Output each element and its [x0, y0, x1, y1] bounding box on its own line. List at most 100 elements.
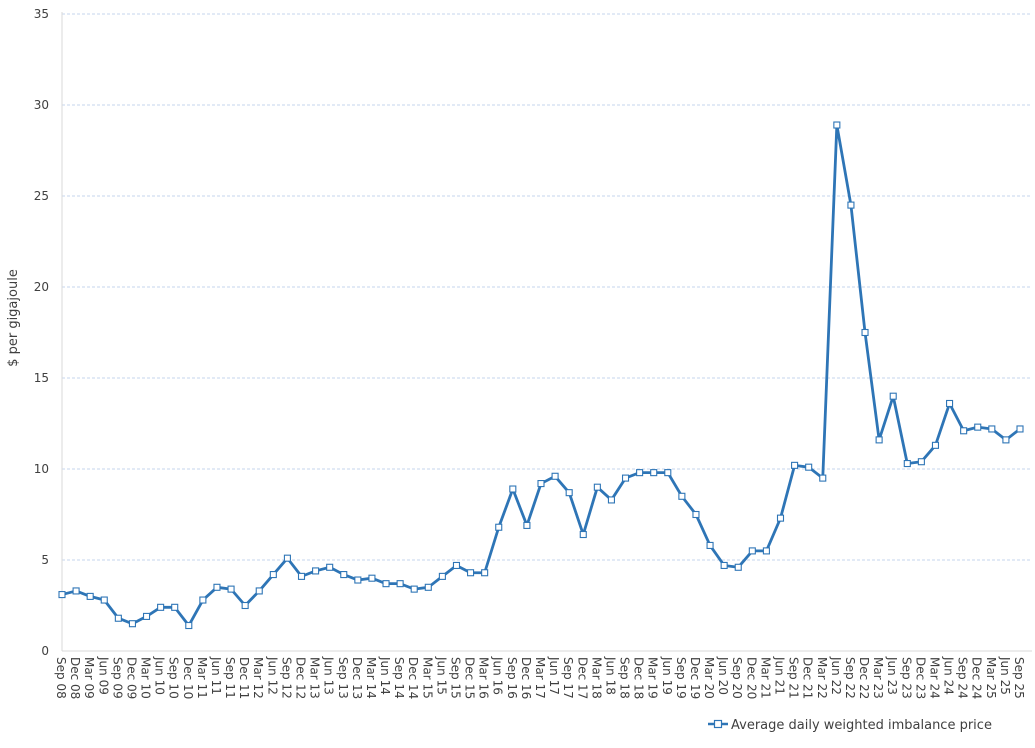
data-point: [607, 496, 615, 504]
y-tick-label: 15: [34, 371, 49, 385]
x-tick-label: Sep 22: [843, 657, 857, 699]
data-point: [720, 561, 728, 570]
x-tick-label: Mar 17: [533, 657, 547, 699]
data-point: [213, 583, 221, 591]
data-point: [340, 571, 348, 579]
x-tick-label: Sep 19: [674, 657, 688, 699]
x-tick-label: Jun 22: [829, 656, 843, 695]
data-point: [396, 580, 404, 588]
x-tick-label: Sep 14: [392, 657, 406, 699]
x-axis-tick-labels: Sep 08 Dec 08 Mar 09 Jun 09 Sep 09 Dec 09 Mar …: [54, 656, 1026, 699]
x-tick-label: Dec 22: [857, 657, 871, 699]
x-tick-label: Dec 08: [68, 657, 82, 699]
x-tick-label: Mar 10: [139, 657, 153, 699]
data-point: [889, 392, 897, 400]
x-tick-label: Sep 11: [223, 657, 237, 699]
y-axis-title: $ per gigajoule: [6, 269, 21, 367]
x-tick-label: Jun 12: [265, 656, 279, 695]
x-tick-label: Sep 09: [110, 657, 124, 699]
x-tick-label: Mar 25: [984, 657, 998, 699]
x-tick-label: Mar 21: [758, 657, 772, 699]
data-point: [438, 572, 446, 580]
x-tick-label: Sep 16: [505, 657, 519, 699]
data-point: [664, 469, 672, 477]
data-point: [114, 614, 122, 622]
y-tick-label: 20: [34, 280, 49, 294]
data-point: [565, 489, 573, 497]
x-tick-label: Mar 14: [364, 657, 378, 699]
data-point: [692, 510, 700, 519]
series-line: [60, 123, 1022, 627]
x-tick-label: Dec 23: [913, 657, 927, 699]
x-tick-label: Sep 18: [618, 657, 632, 699]
x-tick-label: Mar 19: [646, 657, 660, 699]
x-tick-label: Jun 19: [660, 656, 674, 695]
data-point: [157, 603, 165, 611]
legend-label: Average daily weighted imbalance price: [731, 718, 992, 733]
data-point: [467, 569, 475, 577]
x-tick-label: Sep 13: [336, 657, 350, 699]
data-point: [748, 547, 756, 555]
x-tick-label: Mar 12: [251, 657, 265, 699]
data-point: [579, 530, 587, 539]
x-tick-label: Mar 20: [702, 657, 716, 699]
x-tick-label: Sep 20: [730, 657, 744, 699]
y-tick-label: 5: [41, 553, 49, 567]
data-point: [833, 121, 841, 129]
data-point: [269, 571, 277, 579]
data-point: [551, 472, 559, 480]
data-point: [424, 583, 432, 591]
data-point: [185, 621, 193, 630]
data-point: [537, 480, 545, 488]
data-point: [678, 492, 686, 500]
x-tick-label: Sep 25: [1012, 657, 1026, 699]
data-point: [199, 596, 207, 604]
data-point: [819, 474, 827, 482]
x-tick-label: Dec 13: [350, 657, 364, 699]
data-point: [917, 458, 925, 466]
x-tick-label: Jun 10: [153, 656, 167, 695]
data-point: [171, 603, 179, 611]
data-point: [988, 425, 996, 433]
data-point: [326, 563, 334, 571]
x-tick-label: Dec 18: [632, 657, 646, 699]
x-tick-label: Jun 14: [378, 656, 392, 695]
data-point: [481, 569, 489, 577]
x-tick-label: Dec 20: [744, 657, 758, 699]
x-tick-label: Mar 13: [308, 657, 322, 699]
data-point: [58, 591, 66, 599]
series-average-daily-weighted-imbalance-price: [58, 121, 1024, 630]
x-tick-label: Jun 16: [491, 656, 505, 695]
x-tick-label: Sep 08: [54, 657, 68, 699]
y-tick-label: 0: [41, 644, 49, 658]
y-tick-label: 35: [34, 7, 49, 21]
x-tick-label: Jun 23: [885, 656, 899, 695]
data-point: [100, 596, 108, 604]
y-tick-label: 30: [34, 98, 49, 112]
y-tick-label: 25: [34, 189, 49, 203]
data-point: [960, 427, 968, 435]
data-point: [847, 201, 855, 209]
data-point: [142, 612, 151, 620]
data-point: [1016, 425, 1024, 433]
x-tick-label: Jun 21: [773, 656, 787, 695]
data-point: [72, 587, 80, 595]
data-point: [128, 620, 136, 628]
data-point: [931, 441, 940, 449]
data-point: [523, 521, 531, 529]
x-tick-label: Sep 21: [787, 657, 801, 699]
data-point: [368, 574, 376, 582]
x-tick-label: Sep 10: [167, 657, 181, 699]
data-point: [776, 514, 785, 522]
x-tick-label: Jun 24: [942, 656, 956, 695]
data-point: [297, 572, 306, 580]
y-tick-label: 10: [34, 462, 49, 476]
y-axis-tick-labels: 0 5 10 15 20 25 30 35: [34, 7, 49, 658]
data-point: [734, 563, 742, 571]
data-point: [903, 459, 911, 468]
data-point: [861, 328, 869, 337]
x-tick-label: Dec 09: [124, 657, 138, 699]
x-tick-label: Dec 15: [463, 657, 477, 699]
legend-marker-swatch: [713, 719, 723, 729]
x-tick-label: Mar 24: [927, 657, 941, 699]
